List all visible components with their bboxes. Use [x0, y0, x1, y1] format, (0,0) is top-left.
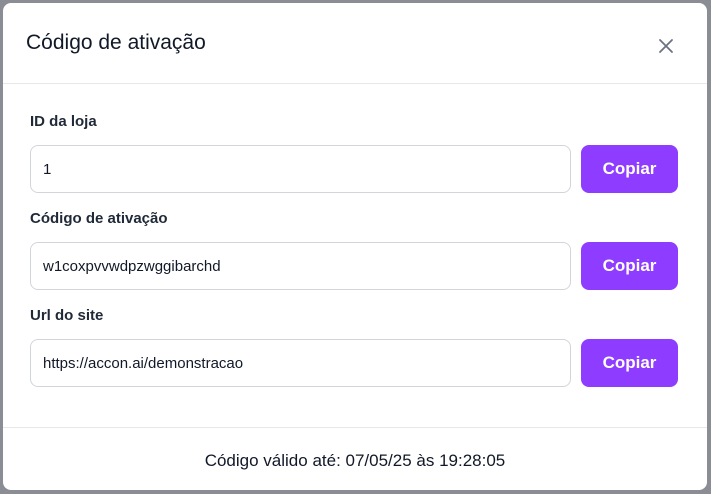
activation-code-dialog: Código de ativação ID da loja Copiar Cód…: [3, 3, 707, 490]
code-validity-text: Código válido até: 07/05/25 às 19:28:05: [204, 451, 506, 470]
activation-code-field: Código de ativação Copiar: [30, 210, 680, 290]
store-id-field: ID da loja Copiar: [30, 113, 680, 193]
dialog-footer: Código válido até: 07/05/25 às 19:28:05: [3, 427, 707, 491]
close-icon: [659, 39, 673, 53]
dialog-title: Código de ativação: [26, 31, 206, 54]
copy-site-url-button[interactable]: Copiar: [581, 339, 678, 387]
site-url-label: Url do site: [30, 307, 104, 324]
close-button[interactable]: [653, 33, 679, 59]
store-id-input[interactable]: [30, 145, 571, 193]
store-id-label: ID da loja: [30, 113, 97, 130]
activation-code-input[interactable]: [30, 242, 571, 290]
site-url-input[interactable]: [30, 339, 571, 387]
activation-code-label: Código de ativação: [30, 210, 168, 227]
dialog-header: Código de ativação: [3, 3, 707, 84]
copy-activation-code-button[interactable]: Copiar: [581, 242, 678, 290]
site-url-field: Url do site Copiar: [30, 307, 680, 387]
copy-store-id-button[interactable]: Copiar: [581, 145, 678, 193]
